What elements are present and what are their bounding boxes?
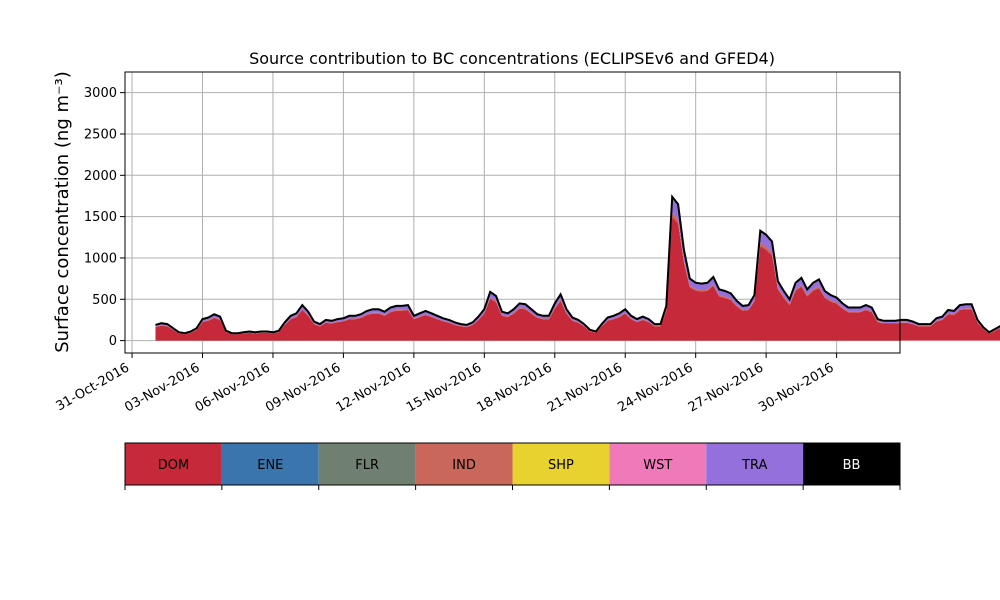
x-tick-label: 31-Oct-2016	[54, 360, 132, 414]
y-tick-label: 3000	[84, 86, 117, 101]
legend-label: FLR	[355, 458, 379, 473]
x-tick-label: 12-Nov-2016	[334, 360, 414, 415]
x-tick-label: 30-Nov-2016	[756, 360, 836, 415]
tra-area	[155, 196, 1000, 334]
ind-area	[155, 212, 1000, 335]
legend-swatch	[609, 443, 707, 485]
legend-label: DOM	[158, 458, 189, 473]
dom-area	[155, 216, 1000, 341]
plot-frame	[124, 71, 901, 354]
plot-area: 31-Oct-201603-Nov-201606-Nov-201609-Nov-…	[54, 71, 1000, 415]
legend-swatch	[318, 443, 416, 485]
x-tick-label: 24-Nov-2016	[615, 360, 695, 415]
colorbar-legend: DOM ENE FLR IND SHP WST TRA BB	[124, 442, 901, 490]
y-tick-label: 1500	[84, 210, 117, 225]
legend-label: WST	[643, 458, 672, 473]
y-tick-label: 500	[92, 293, 117, 308]
x-tick-label: 06-Nov-2016	[193, 360, 273, 415]
legend-label: BB	[843, 458, 861, 473]
x-tick-label: 21-Nov-2016	[545, 360, 625, 415]
x-tick-label: 09-Nov-2016	[263, 360, 343, 415]
y-axis-label: Surface concentration (ng m⁻³)	[52, 71, 73, 353]
x-tick-label: 03-Nov-2016	[122, 360, 202, 415]
legend-swatch	[125, 443, 222, 485]
legend-label: IND	[452, 458, 476, 473]
x-tick-label: 15-Nov-2016	[404, 360, 484, 415]
legend-label: SHP	[548, 458, 574, 473]
x-tick-label: 27-Nov-2016	[686, 360, 766, 415]
y-tick-label: 1000	[84, 251, 117, 266]
legend-label: TRA	[741, 458, 767, 473]
y-tick-label: 2500	[84, 127, 117, 142]
y-tick-label: 0	[109, 334, 117, 349]
legend-swatch	[415, 443, 513, 485]
legend-swatch	[803, 443, 900, 485]
legend-swatch	[221, 443, 319, 485]
y-tick-label: 2000	[84, 169, 117, 184]
chart-title: Source contribution to BC concentrations…	[249, 49, 775, 68]
legend-swatch	[706, 443, 804, 485]
legend-swatch	[512, 443, 610, 485]
x-tick-label: 18-Nov-2016	[474, 360, 554, 415]
bb-total-line	[155, 194, 1000, 335]
legend-label: ENE	[257, 458, 283, 473]
